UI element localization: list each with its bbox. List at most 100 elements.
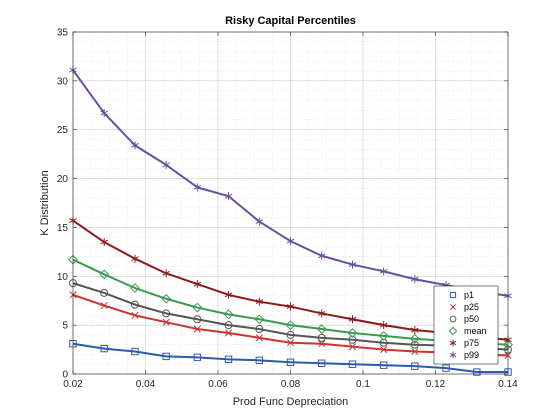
marker-star-stroke [411,276,419,282]
marker-square [131,347,139,356]
marker-diamond [409,333,420,344]
data-point-mean [130,283,140,293]
marker-diamond [285,320,296,331]
marker-star-stroke [449,352,457,358]
marker-star-stroke [131,256,139,262]
data-point-p50 [130,300,139,309]
marker-square [224,355,233,364]
y-tick-label: 0 [62,370,68,381]
marker-star-stroke [317,253,326,259]
marker-diamond [161,293,172,304]
x-tick-label: 0.06 [208,379,228,390]
marker-diamond [316,324,327,334]
marker-square [442,364,450,372]
data-point-p50 [317,333,326,342]
legend-label: p50 [464,314,479,324]
marker-x-stroke [318,340,326,348]
legend-item: p75 [449,338,479,348]
legend-box [433,285,499,365]
marker-star-stroke [286,238,295,244]
data-point-p99 [317,251,326,260]
data-point-p99 [411,275,419,284]
marker-square [449,291,457,299]
data-point-mean [161,293,172,304]
marker-circle [348,335,357,344]
data-point-p25 [131,311,139,319]
data-point-p50 [224,321,233,330]
marker-star-stroke [379,322,388,328]
data-point-p25 [380,346,388,354]
marker-diamond [130,283,140,293]
data-point-p99 [224,192,233,201]
marker-star-stroke [286,304,295,310]
marker-star-stroke [379,268,388,274]
marker-circle [224,321,233,330]
legend: p1 p25 p50 mean p75 p99 [433,285,499,365]
marker-star-stroke [100,239,108,245]
data-point-p50 [255,325,264,334]
marker-star-stroke [317,310,326,316]
data-point-p50 [162,309,171,318]
data-point-p1 [224,355,233,364]
marker-diamond [192,302,203,313]
data-point-p25 [100,302,108,310]
data-point-p1 [317,359,326,367]
y-tick-label: 15 [57,223,69,234]
series-line-p1 [72,342,508,374]
data-point-p99 [162,160,170,169]
legend-item: p99 [449,350,479,360]
data-point-p75 [286,302,295,311]
legend-item: mean [448,326,487,336]
data-point-p25 [162,318,170,326]
y-tick-label: 20 [57,174,69,185]
data-point-p50 [100,288,109,297]
marker-diamond [99,269,110,280]
marker-x-stroke [348,343,357,351]
data-point-p1 [379,361,388,369]
data-point-p1 [162,352,170,361]
x-tick-label: 0.14 [498,379,518,390]
data-point-p75 [411,326,419,335]
marker-circle [255,325,264,334]
data-point-p1 [100,344,108,353]
data-point-mean [192,302,203,313]
legend-label: p99 [464,350,479,360]
data-point-mean [316,324,327,334]
marker-square [100,344,108,353]
x-tick-label: 0.08 [281,379,301,390]
y-tick-label: 5 [62,321,68,332]
x-tick-label: 0.12 [426,379,446,390]
data-point-p1 [348,360,357,368]
marker-circle [193,315,202,324]
marker-star-stroke [224,292,233,298]
marker-circle [286,330,295,339]
legend-label: p75 [464,338,479,348]
data-point-p75 [193,280,202,289]
marker-x-stroke [255,334,263,342]
data-point-p1 [473,368,481,376]
data-point-p25 [224,329,233,337]
legend-marker-p1 [449,291,457,299]
marker-x-stroke [193,325,201,333]
data-point-p99 [193,183,202,192]
data-point-p50 [193,315,202,324]
marker-star-stroke [348,262,357,267]
y-tick-label: 35 [57,28,69,39]
legend-label: p25 [464,302,479,312]
axis-ticks: 0.02 0.04 0.06 0.08 0.1 0.12 0.14 0 5 10 15 20 25 30 3… [57,28,518,391]
marker-star-stroke [162,270,170,276]
y-axis-label: K Distribution [39,170,51,235]
data-point-p75 [131,254,139,263]
marker-circle [317,333,326,342]
data-point-p99 [131,141,139,150]
marker-circle [449,315,457,323]
data-point-p50 [348,335,357,344]
marker-diamond [223,309,234,320]
data-point-p25 [411,347,419,356]
data-point-mean [409,333,420,344]
data-point-p1 [255,356,264,365]
data-point-p99 [100,109,108,118]
data-point-p99 [286,237,295,246]
legend-label: p1 [464,290,474,300]
